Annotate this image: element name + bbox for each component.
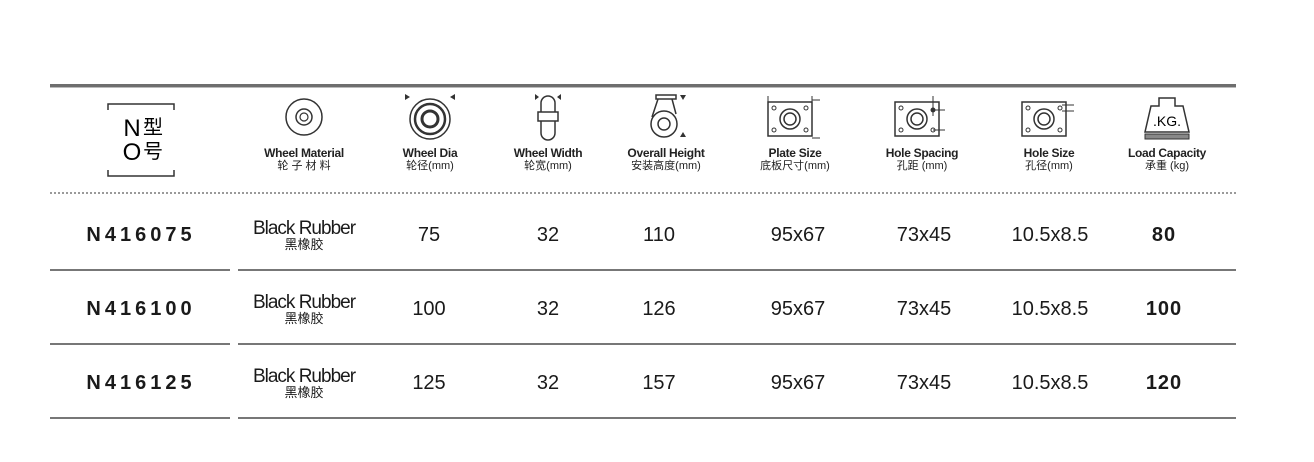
cell-spacing: 73x45 <box>896 223 952 246</box>
material-cn: 黑橡胶 <box>284 384 324 400</box>
cell-code: N416075 <box>86 223 196 246</box>
header-wheel-width: Wheel Width 轮宽(mm) <box>488 92 608 173</box>
row-divider <box>50 343 230 345</box>
model-bracket-icon: N O 型 号 <box>107 103 175 177</box>
cell-hole: 10.5x8.5 <box>1011 371 1089 394</box>
cell-width: 32 <box>536 371 560 394</box>
material-en: Black Rubber <box>252 365 356 387</box>
plate-size-icon <box>767 96 820 139</box>
wheel-icon <box>285 98 323 136</box>
material-en: Black Rubber <box>252 217 356 239</box>
header-wheel-material: Wheel Material 轮 子 材 料 <box>244 92 364 173</box>
cell-spacing: 73x45 <box>896 297 952 320</box>
header-model-no: N O 型 号 <box>81 100 201 180</box>
cell-height: 126 <box>642 297 676 320</box>
cell-width: 32 <box>536 297 560 320</box>
wheel-diameter-icon <box>405 94 455 140</box>
cell-dia: 125 <box>412 371 446 394</box>
cell-mat: Black Rubber 黑橡胶 <box>252 346 356 420</box>
table-row: N416075 Black Rubber 黑橡胶 75 32 110 95x67 73x45 1… <box>0 198 1314 272</box>
row-divider <box>50 269 230 271</box>
cell-dia: 75 <box>417 223 441 246</box>
svg-text:号: 号 <box>143 139 163 163</box>
material-cn: 黑橡胶 <box>284 236 324 252</box>
cell-hole: 10.5x8.5 <box>1011 223 1089 246</box>
header-hole-size: Hole Size 孔径(mm) <box>989 92 1109 173</box>
hole-size-icon <box>1021 101 1074 137</box>
row-divider <box>50 417 230 419</box>
cell-mat: Black Rubber 黑橡胶 <box>252 272 356 346</box>
cell-load: 80 <box>1151 223 1177 246</box>
svg-text:型: 型 <box>143 115 163 139</box>
row-divider <box>238 417 1236 419</box>
cell-height: 157 <box>642 371 676 394</box>
cell-load: 100 <box>1145 297 1183 320</box>
svg-text:O: O <box>123 139 142 166</box>
header-hole-spacing: Hole Spacing 孔距 (mm) <box>862 92 982 173</box>
row-divider <box>238 343 1236 345</box>
cell-plate: 95x67 <box>770 371 826 394</box>
cell-mat: Black Rubber 黑橡胶 <box>252 198 356 272</box>
header-overall-height: Overall Height 安装高度(mm) <box>606 92 726 173</box>
material-en: Black Rubber <box>252 291 356 313</box>
cell-spacing: 73x45 <box>896 371 952 394</box>
wheel-width-icon <box>535 94 561 141</box>
table-row: N416125 Black Rubber 黑橡胶 125 32 157 95x67 73x45… <box>0 346 1314 420</box>
cell-width: 32 <box>536 223 560 246</box>
cell-hole: 10.5x8.5 <box>1011 297 1089 320</box>
material-cn: 黑橡胶 <box>284 310 324 326</box>
svg-text:N: N <box>123 115 140 142</box>
caster-height-icon <box>650 94 686 138</box>
cell-code: N416100 <box>86 297 196 320</box>
header-wheel-dia: Wheel Dia 轮径(mm) <box>370 92 490 173</box>
row-divider <box>238 269 1236 271</box>
header-load-capacity: .KG. Load Capacity 承重 (kg) <box>1107 92 1227 173</box>
header-plate-size: Plate Size 底板尺寸(mm) <box>735 92 855 173</box>
table-top-rule <box>50 84 1236 88</box>
cell-plate: 95x67 <box>770 297 826 320</box>
svg-text:.KG.: .KG. <box>1153 113 1181 129</box>
weight-icon: .KG. <box>1144 97 1190 140</box>
cell-load: 120 <box>1145 371 1183 394</box>
table-row: N416100 Black Rubber 黑橡胶 100 32 126 95x67 73x45… <box>0 272 1314 346</box>
cell-dia: 100 <box>412 297 446 320</box>
header-divider <box>50 192 1236 194</box>
hole-spacing-icon <box>894 96 945 137</box>
cell-plate: 95x67 <box>770 223 826 246</box>
cell-code: N416125 <box>86 371 196 394</box>
cell-height: 110 <box>643 223 675 246</box>
